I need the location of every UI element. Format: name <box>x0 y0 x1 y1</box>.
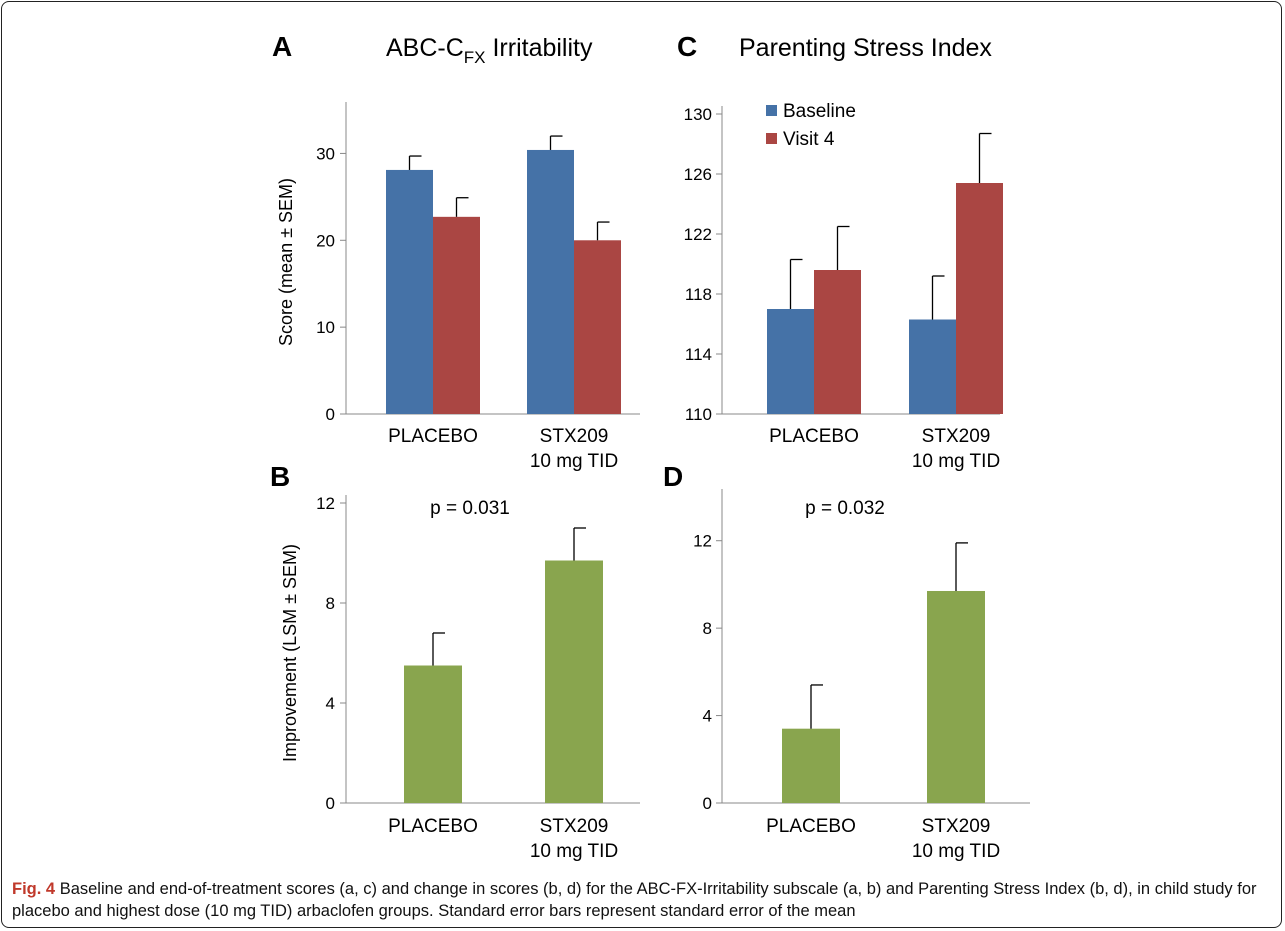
y-tick-label-c: 110 <box>685 405 712 424</box>
y-tick-label-b: 4 <box>326 694 335 713</box>
bar-b-value-0 <box>404 665 462 803</box>
caption-lead: Fig. 4 <box>12 880 56 898</box>
y-tick-label-a: 20 <box>316 231 335 250</box>
bar-a-baseline-0 <box>386 169 433 414</box>
y-tick-label-a: 0 <box>326 405 335 424</box>
panel-letter-b: B <box>270 461 290 492</box>
bar-c-baseline-0 <box>767 309 814 414</box>
x-tick-label-c: STX209 <box>922 426 991 447</box>
bar-c-visit-4-0 <box>814 270 861 414</box>
panel-title-c: Parenting Stress Index <box>739 34 992 62</box>
legend-swatch-baseline <box>766 105 777 116</box>
x-tick-label-c: PLACEBO <box>769 426 859 447</box>
panel-title-a: ABC-CFX Irritability <box>386 34 593 67</box>
y-tick-label-c: 122 <box>684 225 712 244</box>
bar-b-value-1 <box>545 560 603 803</box>
legend-swatch-visit-4 <box>766 133 777 144</box>
bar-a-visit-4-1 <box>574 240 621 414</box>
x-tick-label-a: STX209 <box>540 426 609 447</box>
bar-d-value-0 <box>782 728 840 803</box>
y-tick-label-b: 12 <box>316 494 335 513</box>
figure-caption: Fig. 4 Baseline and end-of-treatment sco… <box>12 878 1274 922</box>
p-value-d: p = 0.032 <box>805 498 885 519</box>
y-tick-label-b: 8 <box>326 594 335 613</box>
x-tick-label-b: STX209 <box>540 816 609 837</box>
x-tick-label-b: PLACEBO <box>388 816 478 837</box>
legend-label-baseline: Baseline <box>783 101 856 122</box>
x-tick-label-d: PLACEBO <box>766 816 856 837</box>
x-tick-label-a: 10 mg TID <box>530 451 618 472</box>
y-tick-label-d: 12 <box>693 532 712 551</box>
panel-letter-c: C <box>677 31 697 62</box>
x-tick-label-b: 10 mg TID <box>530 841 618 862</box>
y-axis-label-a: Score (mean ± SEM) <box>276 178 296 346</box>
bar-c-baseline-1 <box>909 319 956 414</box>
y-tick-label-c: 114 <box>685 345 712 364</box>
y-tick-label-d: 4 <box>703 707 712 726</box>
y-tick-label-c: 118 <box>685 285 712 304</box>
x-tick-label-c: 10 mg TID <box>912 451 1000 472</box>
y-tick-label-a: 30 <box>316 144 335 163</box>
y-tick-label-d: 8 <box>703 619 712 638</box>
bar-a-visit-4-0 <box>433 216 480 414</box>
bar-d-value-1 <box>927 590 985 803</box>
caption-text: Baseline and end-of-treatment scores (a,… <box>12 880 1257 920</box>
y-tick-label-d: 0 <box>703 794 712 813</box>
y-tick-label-c: 126 <box>684 165 712 184</box>
bar-c-visit-4-1 <box>956 183 1003 414</box>
y-axis-label-b: Improvement (LSM ± SEM) <box>280 544 300 762</box>
x-tick-label-a: PLACEBO <box>388 426 478 447</box>
panel-letter-d: D <box>663 461 683 492</box>
y-tick-label-b: 0 <box>326 794 335 813</box>
x-tick-label-d: 10 mg TID <box>912 841 1000 862</box>
bar-a-baseline-1 <box>527 149 574 414</box>
legend-label-visit-4: Visit 4 <box>783 129 835 150</box>
p-value-b: p = 0.031 <box>430 498 510 519</box>
y-tick-label-c: 130 <box>684 105 712 124</box>
y-tick-label-a: 10 <box>316 318 335 337</box>
panel-letter-a: A <box>272 31 292 62</box>
x-tick-label-d: STX209 <box>922 816 991 837</box>
